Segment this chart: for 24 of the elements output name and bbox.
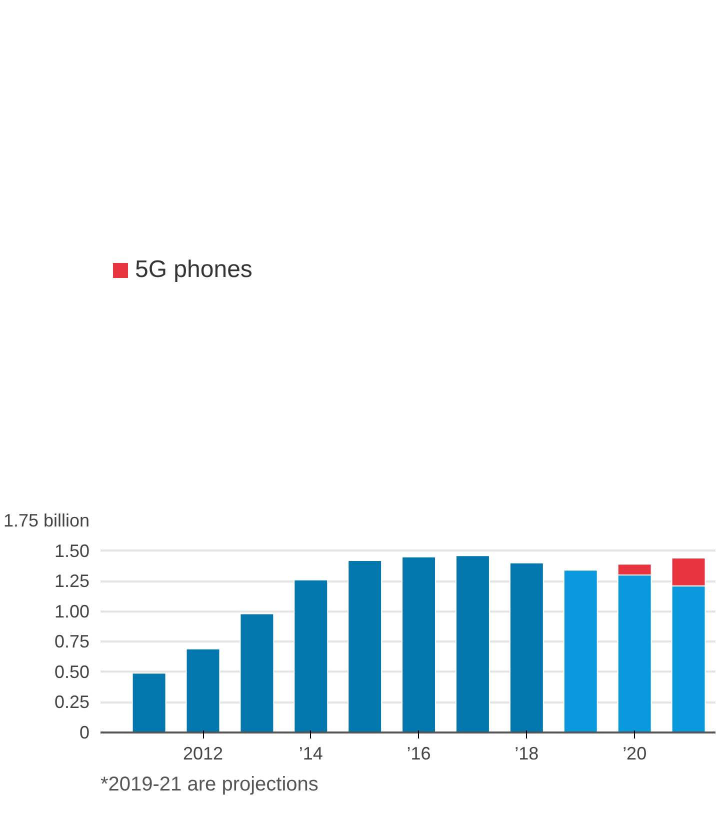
y-tick-label: 0.75 (54, 632, 90, 652)
x-tick-label: ’20 (622, 744, 647, 764)
bar (509, 562, 544, 732)
y-tick-label: 1.25 (54, 571, 90, 592)
bar (402, 556, 436, 732)
bar (186, 648, 220, 732)
bar (132, 672, 166, 732)
y-tick-label: 0 (79, 722, 90, 742)
bar (348, 560, 382, 732)
y-tick-label: 1.50 (54, 540, 90, 561)
y-tick-label: 1.00 (54, 601, 90, 622)
x-tick-label: 2012 (182, 744, 224, 764)
y-tick-label: 0.25 (54, 692, 90, 712)
bar (294, 579, 328, 732)
y-tick-label: 1.75 billion (3, 510, 90, 530)
x-tick-label: ’14 (298, 744, 323, 764)
legend-label: 5G phones (135, 256, 252, 284)
x-tick-label: ’16 (406, 744, 431, 764)
bar (240, 613, 274, 732)
x-tick-label: ’18 (514, 744, 539, 764)
y-tick-label: 0.50 (54, 662, 90, 682)
bar (563, 570, 598, 732)
text: *2019-21 are projections (100, 774, 318, 796)
bar (456, 555, 490, 732)
